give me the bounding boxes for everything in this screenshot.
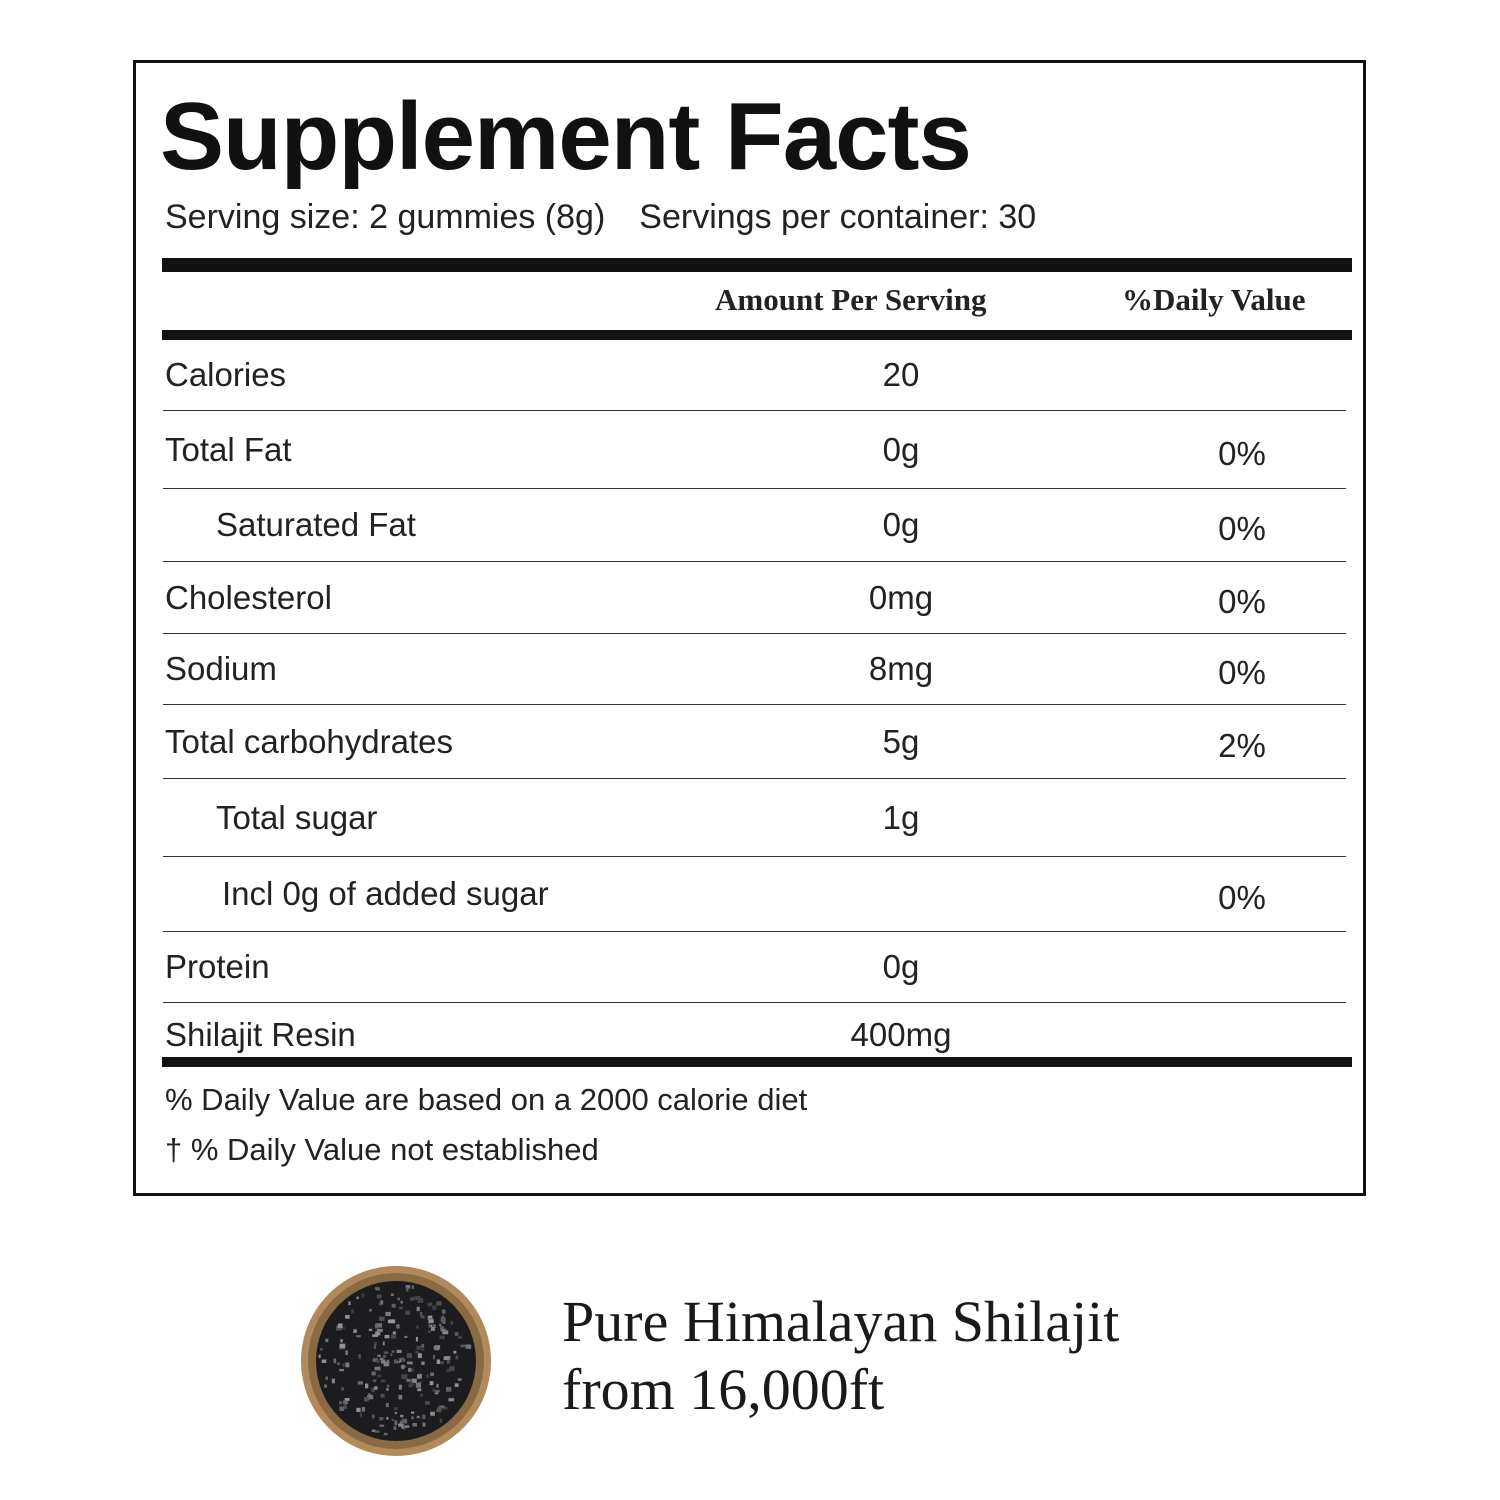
supplement-facts-panel: [133, 60, 1366, 1196]
nutrient-name: Total sugar: [216, 798, 378, 836]
nutrient-name: Incl 0g of added sugar: [222, 875, 549, 912]
table-row: Total Fat 0g 0%: [163, 411, 1346, 489]
table-row: Sodium 8mg 0%: [163, 634, 1346, 705]
footnote-not-established: † % Daily Value not established: [165, 1132, 599, 1167]
table-row: Protein 0g: [163, 932, 1346, 1003]
divider-thick: [162, 1057, 1352, 1067]
table-row: Total carbohydrates 5g 2%: [163, 705, 1346, 779]
page-title: Supplement Facts: [160, 83, 972, 190]
tagline-line2: from 16,000ft: [562, 1357, 885, 1422]
nutrient-name: Total carbohydrates: [165, 722, 453, 760]
serving-size: Serving size: 2 gummies (8g): [165, 198, 606, 236]
nutrient-name: Calories: [165, 356, 287, 393]
nutrient-table: Calories 20 Total Fat 0g 0% Saturated Fat 0g…: [163, 340, 1346, 1066]
tagline-line1: Pure Himalayan Shilajit: [562, 1289, 1120, 1354]
table-row: Saturated Fat 0g 0%: [163, 489, 1346, 562]
nutrient-name: Saturated Fat: [216, 506, 416, 543]
table-row: Incl 0g of added sugar 0%: [163, 857, 1346, 932]
nutrient-name: Cholesterol: [165, 578, 332, 616]
shilajit-bowl-image: [301, 1266, 491, 1456]
header-amount: Amount Per Serving: [715, 282, 987, 317]
nutrient-name: Sodium: [165, 650, 277, 687]
table-row: Total sugar 1g: [163, 779, 1346, 857]
servings-per-container: Servings per container: 30: [639, 198, 1037, 236]
serving-info: Serving size: 2 gummies (8g) Servings per…: [165, 198, 1070, 237]
footnote-daily-value: % Daily Value are based on a 2000 calori…: [165, 1082, 808, 1117]
table-row: Calories 20: [163, 340, 1346, 411]
table-row: Cholesterol 0mg 0%: [163, 562, 1346, 634]
divider-thick: [162, 258, 1352, 272]
table-row: Shilajit Resin 400mg: [165, 1015, 952, 1053]
header-daily-value: %Daily Value: [1122, 282, 1306, 317]
nutrient-name: Shilajit Resin: [165, 1015, 356, 1053]
nutrient-name: Protein: [165, 948, 270, 985]
divider-thick: [162, 330, 1352, 340]
nutrient-name: Total Fat: [165, 430, 292, 468]
